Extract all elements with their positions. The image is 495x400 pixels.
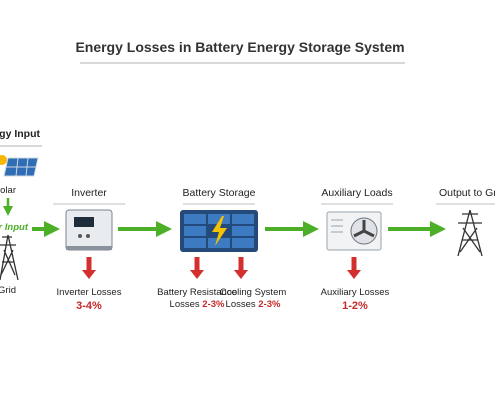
- loss-arrowhead: [190, 270, 204, 279]
- stage-label: Auxiliary Loads: [321, 187, 392, 199]
- loss-value: 2-3%: [258, 299, 281, 310]
- grid-label: Grid: [0, 285, 16, 296]
- loss-label: Inverter Losses: [57, 287, 122, 298]
- solar-icon: [0, 155, 39, 177]
- loss-text: Cooling System: [220, 287, 287, 298]
- loss-text: Losses: [226, 299, 256, 310]
- source-label: Energy Input: [0, 128, 41, 140]
- solar-label: Solar: [0, 185, 16, 196]
- loss-value: 1-2%: [342, 300, 368, 312]
- loss-value: 3-4%: [76, 300, 102, 312]
- loss-arrowhead: [82, 270, 96, 279]
- stage-label: Battery Storage: [183, 187, 256, 199]
- power-label: Power Input: [0, 222, 29, 233]
- loss-arrowhead: [234, 270, 248, 279]
- battery-icon: [180, 210, 258, 252]
- aux-icon: [326, 211, 382, 251]
- loss-text: Inverter Losses: [57, 287, 122, 298]
- loss-text: Auxiliary Losses: [321, 287, 390, 298]
- title: Energy Losses in Battery Energy Storage …: [75, 39, 404, 55]
- loss-label: Cooling System: [220, 287, 287, 298]
- loss-label: Battery Resistance: [157, 287, 237, 298]
- loss-text: Battery Resistance: [157, 287, 237, 298]
- stage-label: Output to Grid: [439, 187, 495, 199]
- loss-label: Losses 2-3%: [170, 299, 225, 310]
- loss-value: 2-3%: [202, 299, 225, 310]
- loss-arrowhead: [347, 270, 361, 279]
- tower-icon: [457, 209, 483, 257]
- stage-label: Inverter: [71, 187, 107, 199]
- tower-icon: [0, 234, 19, 281]
- loss-label: Losses 2-3%: [226, 299, 281, 310]
- inverter-icon: [65, 209, 113, 251]
- loss-text: Losses: [170, 299, 200, 310]
- loss-label: Auxiliary Losses: [321, 287, 390, 298]
